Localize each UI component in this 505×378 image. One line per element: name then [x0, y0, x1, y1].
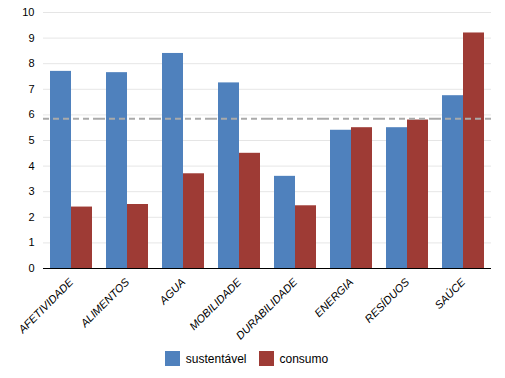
svg-text:1: 1	[28, 236, 34, 248]
svg-text:4: 4	[28, 160, 34, 172]
svg-text:AGUA: AGUA	[156, 276, 187, 307]
svg-text:2: 2	[28, 211, 34, 223]
svg-text:RESÍDUOS: RESÍDUOS	[362, 275, 412, 325]
svg-text:0: 0	[28, 262, 34, 274]
svg-text:MOBILIDADE: MOBILIDADE	[187, 275, 244, 332]
svg-text:AFETIVIDADE: AFETIVIDADE	[15, 275, 76, 336]
svg-text:SAÚCE: SAÚCE	[432, 275, 468, 311]
html-text:consumo: consumo	[279, 351, 329, 366]
svg-text:ENERGIA: ENERGIA	[312, 276, 355, 319]
svg-text:9: 9	[28, 32, 34, 44]
svg-text:7: 7	[28, 83, 34, 95]
svg-text:DURABILIDADE: DURABILIDADE	[233, 275, 299, 340]
svg-text:6: 6	[28, 108, 34, 120]
svg-text:8: 8	[28, 57, 34, 69]
svg-text:5: 5	[28, 134, 34, 146]
html-text:sustentável: sustentável	[185, 351, 247, 366]
svg-text:10: 10	[22, 6, 34, 18]
svg-text:3: 3	[28, 185, 34, 197]
svg-text:ALIMENTOS: ALIMENTOS	[77, 275, 131, 329]
